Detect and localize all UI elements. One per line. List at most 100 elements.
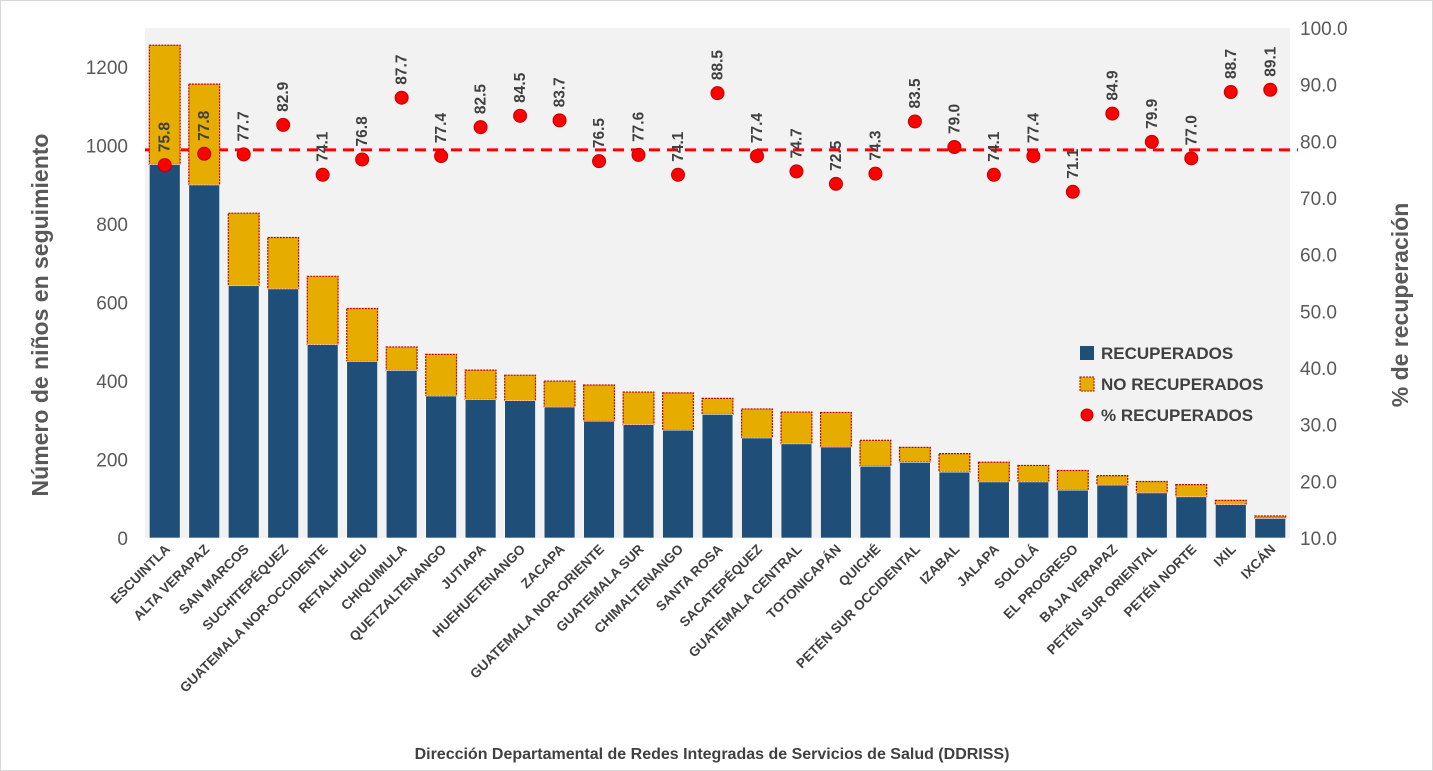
bar-recuperados	[267, 288, 299, 539]
data-label-pct: 77.4	[749, 113, 766, 144]
data-label-pct: 84.9	[1104, 70, 1121, 101]
x-tick-label: PETÉN NORTE	[1121, 542, 1199, 620]
legend-label-recuperados: RECUPERADOS	[1101, 344, 1233, 363]
bar-no-recuperados	[622, 391, 655, 426]
bar-recuperados	[228, 285, 260, 539]
bar-recuperados	[504, 400, 536, 539]
bar-no-recuperados	[1175, 484, 1208, 498]
point-pct-recuperados	[592, 154, 607, 169]
point-pct-recuperados	[1065, 184, 1080, 199]
bar-no-recuperados	[583, 384, 616, 422]
bar-recuperados	[1017, 481, 1050, 539]
x-axis-title: Dirección Departamental de Redes Integra…	[415, 746, 1010, 763]
y2-tick-label: 100.0	[1300, 19, 1348, 40]
y-axis-right: 10.0 20.0 30.0 40.0 50.0 60.0 70.0 80.0 90.0 100.…	[1300, 19, 1348, 550]
bar-no-recuperados	[1056, 469, 1089, 491]
y2-axis-title: % de recuperación	[1387, 203, 1413, 408]
bar-no-recuperados	[819, 411, 852, 448]
bar-recuperados	[938, 471, 971, 539]
data-label-pct: 87.7	[394, 55, 411, 85]
bar-recuperados	[899, 461, 931, 539]
bar-recuperados	[1136, 492, 1168, 539]
bar-no-recuperados	[464, 369, 497, 401]
point-pct-recuperados	[236, 147, 251, 162]
bar-no-recuperados	[267, 236, 300, 290]
point-pct-recuperados	[671, 167, 686, 182]
point-pct-recuperados	[1184, 151, 1199, 166]
bar-no-recuperados	[898, 446, 931, 463]
y2-tick-label: 70.0	[1300, 189, 1337, 210]
y2-tick-label: 20.0	[1300, 472, 1337, 493]
point-pct-recuperados	[1223, 85, 1238, 100]
point-pct-recuperados	[157, 158, 172, 173]
bar-recuperados	[1254, 518, 1286, 539]
bar-recuperados	[622, 424, 655, 539]
x-tick-label: TOTONICAPÁN	[764, 542, 844, 622]
data-label-pct: 74.1	[670, 131, 687, 162]
bar-recuperados	[385, 370, 418, 539]
bar-recuperados	[741, 437, 773, 539]
data-label-pct: 72.5	[828, 140, 845, 171]
bar-recuperados	[820, 446, 852, 539]
y-tick-label: 0	[117, 529, 128, 550]
bar-recuperados	[425, 395, 457, 539]
bar-recuperados	[978, 481, 1010, 539]
point-pct-recuperados	[710, 86, 725, 101]
data-label-pct: 88.5	[710, 50, 727, 81]
bar-no-recuperados	[740, 408, 773, 439]
point-pct-recuperados	[947, 140, 962, 154]
data-label-pct: 74.1	[315, 131, 332, 162]
bar-recuperados	[149, 164, 181, 539]
y2-tick-label: 10.0	[1300, 529, 1337, 550]
point-pct-recuperados	[1026, 149, 1041, 164]
data-label-pct: 71.1	[1065, 148, 1082, 179]
bar-no-recuperados	[227, 212, 260, 287]
bar-no-recuperados	[1135, 480, 1168, 494]
y2-tick-label: 60.0	[1300, 246, 1337, 267]
y-axis-left: 0 200 400 600 800 1000 1200	[86, 58, 128, 550]
point-pct-recuperados	[907, 114, 922, 129]
x-tick-label: IXIL	[1211, 542, 1239, 570]
point-pct-recuperados	[513, 108, 528, 123]
y-axis-title: Número de niños en seguimiento	[27, 134, 53, 497]
bar-recuperados	[780, 443, 813, 539]
bar-recuperados	[701, 414, 734, 539]
legend-swatch-no-recuperados	[1079, 376, 1095, 392]
point-pct-recuperados	[749, 149, 764, 164]
bar-no-recuperados	[306, 275, 339, 346]
bar-no-recuperados	[543, 380, 576, 408]
point-pct-recuperados	[986, 167, 1001, 182]
point-pct-recuperados	[315, 167, 330, 182]
point-pct-recuperados	[631, 147, 646, 162]
data-label-pct: 89.1	[1262, 46, 1279, 77]
bar-recuperados	[188, 184, 220, 539]
bar-no-recuperados	[425, 353, 458, 397]
bar-recuperados	[346, 361, 378, 539]
y2-tick-label: 30.0	[1300, 416, 1337, 437]
data-label-pct: 77.6	[631, 111, 648, 142]
data-label-pct: 79.0	[946, 104, 963, 134]
x-tick-label: RETALHULEU	[296, 542, 371, 617]
bar-no-recuperados	[1017, 464, 1050, 483]
data-label-pct: 74.7	[788, 128, 805, 158]
point-pct-recuperados	[828, 176, 843, 191]
point-pct-recuperados	[394, 90, 409, 105]
data-label-pct: 82.5	[473, 84, 490, 115]
bar-recuperados	[662, 429, 694, 539]
data-label-pct: 74.3	[867, 130, 884, 161]
data-label-pct: 88.7	[1223, 49, 1240, 79]
data-label-pct: 84.5	[512, 72, 529, 103]
bar-recuperados	[859, 465, 892, 539]
data-label-pct: 77.4	[1025, 113, 1042, 144]
y-tick-label: 600	[96, 294, 128, 315]
bar-recuperados	[1096, 484, 1129, 539]
bar-no-recuperados	[977, 461, 1010, 483]
bar-no-recuperados	[385, 346, 418, 372]
y2-tick-label: 40.0	[1300, 359, 1337, 380]
bar-recuperados	[1175, 496, 1207, 539]
point-pct-recuperados	[1144, 134, 1159, 149]
data-label-pct: 77.8	[196, 110, 213, 141]
legend-swatch-recuperados	[1080, 346, 1094, 360]
legend-marker-pct-recuperados	[1080, 408, 1094, 422]
legend-label-no-recuperados: NO RECUPERADOS	[1101, 375, 1263, 394]
